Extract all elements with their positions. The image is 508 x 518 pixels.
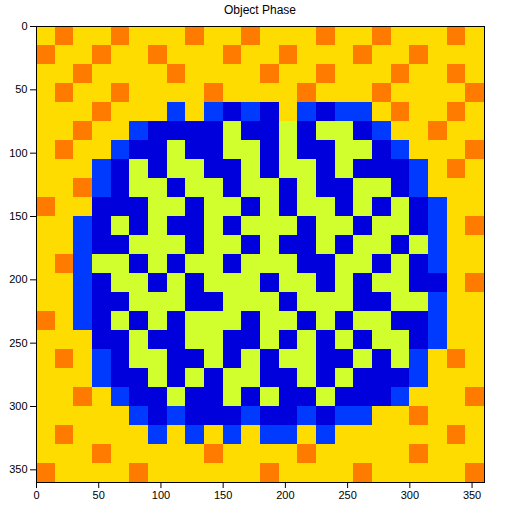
svg-text:250: 250 — [338, 489, 356, 501]
html-text:Object Phase: Object Phase — [224, 3, 296, 17]
svg-text:50: 50 — [15, 83, 27, 95]
svg-text:0: 0 — [21, 20, 27, 32]
svg-text:150: 150 — [214, 489, 232, 501]
svg-text:100: 100 — [152, 489, 170, 501]
svg-text:250: 250 — [9, 337, 27, 349]
svg-text:0: 0 — [33, 489, 39, 501]
svg-text:150: 150 — [9, 210, 27, 222]
svg-text:200: 200 — [276, 489, 294, 501]
svg-text:300: 300 — [401, 489, 419, 501]
svg-text:350: 350 — [9, 463, 27, 475]
svg-text:300: 300 — [9, 400, 27, 412]
svg-text:350: 350 — [463, 489, 481, 501]
svg-text:50: 50 — [93, 489, 105, 501]
svg-text:100: 100 — [9, 147, 27, 159]
svg-text:200: 200 — [9, 273, 27, 285]
